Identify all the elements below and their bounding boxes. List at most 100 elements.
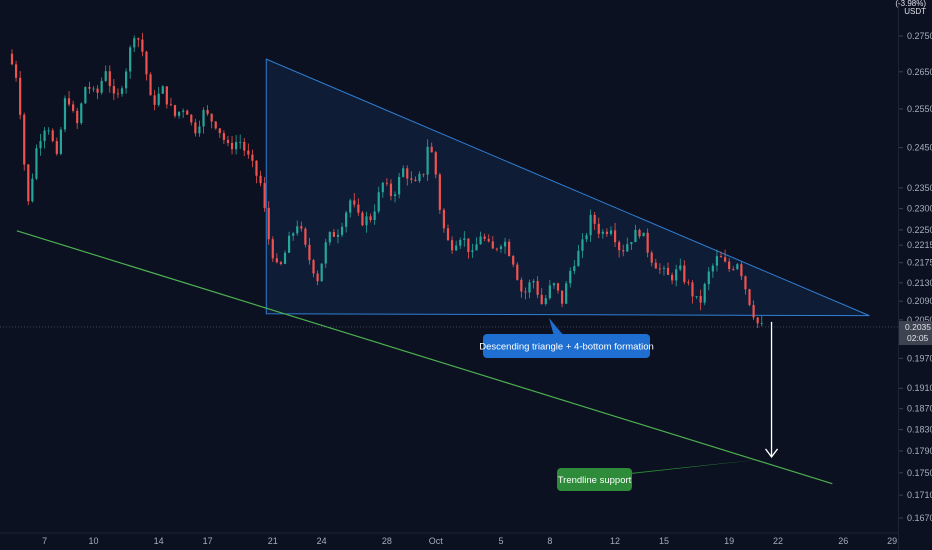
- candle-body: [365, 216, 368, 226]
- candle: [35, 144, 38, 181]
- time-tick-label: 22: [773, 536, 783, 546]
- candle-body: [116, 93, 120, 95]
- candle-body: [312, 260, 315, 274]
- price-tick: 0.1830: [899, 425, 932, 435]
- candle-body: [161, 86, 164, 94]
- candle-body: [528, 282, 531, 293]
- candle: [679, 258, 682, 272]
- callout-trendline-support[interactable]: Trendline support: [557, 459, 764, 491]
- candle: [593, 211, 596, 230]
- candle: [544, 294, 547, 306]
- candle: [369, 213, 372, 223]
- candle-body: [410, 178, 413, 180]
- candle: [736, 262, 739, 271]
- candle-body: [402, 168, 405, 177]
- candle: [308, 237, 311, 265]
- candle: [108, 65, 111, 93]
- candle: [173, 104, 177, 118]
- candle: [304, 227, 307, 248]
- candle: [744, 275, 747, 295]
- candle-body: [19, 77, 22, 115]
- candle: [206, 105, 209, 116]
- candle: [483, 233, 486, 242]
- candle-body: [385, 182, 388, 184]
- candle-body: [153, 95, 156, 105]
- candle: [479, 231, 482, 245]
- candle-body: [279, 262, 283, 264]
- candle: [279, 260, 283, 266]
- candle-body: [711, 265, 714, 272]
- candle: [495, 247, 498, 252]
- price-axis[interactable]: 0.2750 0.2650 0.2550 0.2450 0.2350 0.2300 0.22…: [898, 0, 932, 550]
- callout-box: [483, 334, 650, 358]
- price-tick-label: 0.2350: [907, 183, 932, 193]
- candle: [512, 254, 515, 268]
- price-tick-label: 0.1910: [907, 383, 932, 393]
- price-tick: 0.2050: [899, 315, 932, 325]
- candle-body: [463, 238, 466, 240]
- candle-body: [565, 283, 568, 304]
- candle: [349, 198, 352, 218]
- candle-body: [35, 148, 38, 179]
- candle-body: [524, 291, 527, 293]
- candle-body: [589, 214, 592, 236]
- time-axis[interactable]: 7 10 14 17 21 24 28 Oct 5 8 12 15 19 22 26 29: [0, 532, 898, 546]
- candle-body: [406, 168, 409, 179]
- candle: [43, 127, 46, 149]
- candle-body: [540, 294, 543, 304]
- candle: [165, 86, 168, 109]
- time-tick-label: 28: [382, 536, 392, 546]
- candle-body: [471, 250, 474, 253]
- trendline-support[interactable]: [16, 230, 833, 485]
- candle-body: [630, 242, 633, 245]
- time-tick-label: 7: [42, 536, 47, 546]
- candle-body: [324, 242, 327, 264]
- candle-body: [548, 285, 551, 299]
- candle-body: [736, 264, 739, 269]
- callout-descending-triangle[interactable]: Descending triangle + 4-bottom formation: [479, 318, 654, 358]
- callout-box: [557, 468, 632, 491]
- down-arrow-head: [765, 448, 779, 459]
- candle: [194, 118, 197, 137]
- candle-body: [63, 98, 67, 130]
- candle: [14, 60, 18, 82]
- price-tick: 0.1870: [899, 404, 932, 414]
- candle: [491, 235, 494, 249]
- price-tick: 0.1910: [899, 383, 932, 393]
- candle: [503, 237, 507, 254]
- candle-body: [230, 142, 234, 150]
- candle: [153, 89, 156, 111]
- candle-body: [349, 200, 352, 213]
- candle-body: [544, 298, 547, 304]
- candle-body: [422, 173, 425, 175]
- candle-body: [76, 110, 79, 124]
- candle: [613, 222, 617, 247]
- candle: [141, 32, 144, 57]
- candle-body: [96, 88, 99, 93]
- candle: [137, 37, 140, 48]
- candle: [723, 249, 727, 263]
- candle: [675, 264, 678, 287]
- candle: [597, 217, 600, 239]
- candle-body: [601, 231, 604, 234]
- candle: [398, 172, 401, 199]
- candle: [88, 81, 91, 94]
- price-tick-label: 0.1790: [907, 446, 932, 456]
- candle-body: [732, 268, 735, 270]
- candle: [471, 243, 474, 258]
- candle-body: [512, 256, 515, 265]
- candle: [410, 171, 413, 184]
- candle: [324, 238, 327, 268]
- descending-triangle[interactable]: [265, 58, 870, 317]
- candle: [149, 72, 152, 96]
- candle-body: [389, 183, 393, 196]
- candle-body: [292, 233, 295, 236]
- candle-body: [593, 214, 596, 224]
- candle-body: [573, 266, 576, 271]
- candle: [55, 137, 58, 156]
- candle-body: [149, 74, 152, 96]
- candle-body: [222, 133, 225, 140]
- candle: [418, 171, 421, 183]
- candle: [186, 109, 189, 115]
